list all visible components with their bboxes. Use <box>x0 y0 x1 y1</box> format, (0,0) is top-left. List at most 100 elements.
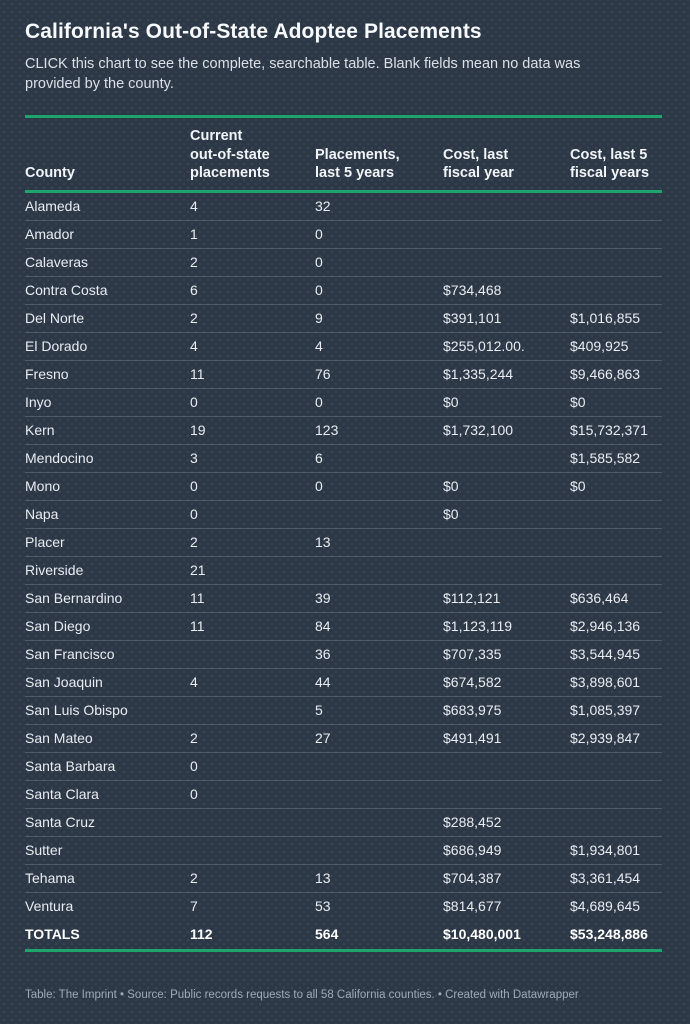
table-row: San Francisco 36 $707,335 $3,544,945 <box>25 639 662 669</box>
cell-current <box>190 835 315 865</box>
table-row: Ventura 7 53 $814,677 $4,689,645 <box>25 891 662 920</box>
cell-cost-last-fy: $683,975 <box>443 695 570 725</box>
cell-placements-5yr: 0 <box>315 275 443 305</box>
cell-cost-last-fy <box>443 443 570 473</box>
cell-current: 21 <box>190 555 315 585</box>
cell-cost-last-5fy: $3,361,454 <box>570 863 662 893</box>
cell-county: Riverside <box>25 555 190 585</box>
totals-row: TOTALS 112 564 $10,480,001 $53,248,886 <box>25 919 662 952</box>
cell-current: 2 <box>190 863 315 893</box>
cell-current: 1 <box>190 219 315 249</box>
cell-cost-last-5fy: $0 <box>570 387 662 417</box>
cell-cost-last-fy: $288,452 <box>443 807 570 837</box>
cell-cost-last-5fy <box>570 275 662 305</box>
table-row: Napa 0 $0 <box>25 499 662 529</box>
cell-cost-last-5fy: $1,934,801 <box>570 835 662 865</box>
table-row: Santa Clara 0 <box>25 779 662 809</box>
cell-county: Del Norte <box>25 303 190 333</box>
cell-current: 3 <box>190 443 315 473</box>
cell-county: Mendocino <box>25 443 190 473</box>
cell-cost-last-5fy: $0 <box>570 471 662 501</box>
cell-county: San Francisco <box>25 639 190 669</box>
cell-current: 2 <box>190 247 315 277</box>
cell-county: Napa <box>25 499 190 529</box>
adoptee-placements-table[interactable]: County Current out-of-state placements P… <box>25 115 662 952</box>
cell-cost-last-5fy <box>570 779 662 809</box>
cell-placements-5yr: 76 <box>315 359 443 389</box>
cell-current: 4 <box>190 667 315 697</box>
table-row: Santa Barbara 0 <box>25 751 662 781</box>
cell-cost-last-fy: $1,123,119 <box>443 611 570 641</box>
cell-placements-5yr: 84 <box>315 611 443 641</box>
cell-cost-last-fy <box>443 219 570 249</box>
cell-cost-last-5fy: $9,466,863 <box>570 359 662 389</box>
cell-county: San Luis Obispo <box>25 695 190 725</box>
cell-placements-5yr: 0 <box>315 247 443 277</box>
cell-cost-last-5fy <box>570 219 662 249</box>
cell-cost-last-fy: $0 <box>443 387 570 417</box>
cell-county: Mono <box>25 471 190 501</box>
table-row: Kern 19 123 $1,732,100 $15,732,371 <box>25 415 662 445</box>
totals-placements-5yr: 564 <box>315 919 443 952</box>
totals-cost-last-fy: $10,480,001 <box>443 919 570 952</box>
table-row: Del Norte 2 9 $391,101 $1,016,855 <box>25 303 662 333</box>
column-header-county: County <box>25 115 190 193</box>
table-row: San Luis Obispo 5 $683,975 $1,085,397 <box>25 695 662 725</box>
cell-cost-last-fy: $0 <box>443 499 570 529</box>
cell-cost-last-5fy <box>570 807 662 837</box>
table-row: Sutter $686,949 $1,934,801 <box>25 835 662 865</box>
cell-current: 19 <box>190 415 315 445</box>
cell-cost-last-5fy: $3,898,601 <box>570 667 662 697</box>
cell-cost-last-5fy: $1,585,582 <box>570 443 662 473</box>
table-row: San Bernardino 11 39 $112,121 $636,464 <box>25 583 662 613</box>
cell-placements-5yr: 44 <box>315 667 443 697</box>
cell-county: Kern <box>25 415 190 445</box>
cell-cost-last-fy: $707,335 <box>443 639 570 669</box>
cell-current: 11 <box>190 359 315 389</box>
cell-placements-5yr <box>315 779 443 809</box>
cell-county: Santa Clara <box>25 779 190 809</box>
cell-cost-last-fy: $814,677 <box>443 891 570 920</box>
cell-county: Placer <box>25 527 190 557</box>
cell-current: 4 <box>190 197 198 214</box>
table-row: Mendocino 3 6 $1,585,582 <box>25 443 662 473</box>
cell-county: Contra Costa <box>25 275 190 305</box>
cell-current: 6 <box>190 275 315 305</box>
cell-placements-5yr: 27 <box>315 723 443 753</box>
column-header-current: Current out-of-state placements <box>190 115 315 193</box>
cell-county: Ventura <box>25 891 190 920</box>
cell-placements-5yr: 39 <box>315 583 443 613</box>
cell-cost-last-fy <box>443 751 570 781</box>
cell-current: 11 <box>190 611 315 641</box>
cell-current: 7 <box>190 891 315 920</box>
cell-cost-last-5fy <box>570 247 662 277</box>
chart-subtitle: CLICK this chart to see the complete, se… <box>25 56 581 93</box>
totals-current: 112 <box>190 919 315 952</box>
column-header-cost-last-5fy: Cost, last 5 fiscal years <box>570 115 662 193</box>
table-row: El Dorado 4 4 $255,012.00. $409,925 <box>25 331 662 361</box>
cell-county: San Joaquin <box>25 667 190 697</box>
cell-county: Sutter <box>25 835 190 865</box>
cell-cost-last-fy: $255,012.00. <box>443 331 570 361</box>
cell-cost-last-fy: $734,468 <box>443 275 570 305</box>
cell-current: 2 <box>190 303 315 333</box>
cell-county: San Diego <box>25 611 190 641</box>
cell-cost-last-fy <box>443 555 570 585</box>
cell-current <box>190 807 315 837</box>
cell-current: 2 <box>190 723 315 753</box>
cell-cost-last-5fy <box>570 527 662 557</box>
cell-current: 0 <box>190 779 315 809</box>
cell-placements-5yr: 36 <box>315 639 443 669</box>
cell-cost-last-5fy: $4,689,645 <box>570 891 662 920</box>
cell-placements-5yr: 5 <box>315 695 443 725</box>
totals-label: TOTALS <box>25 919 190 952</box>
cell-placements-5yr: 32 <box>315 197 331 214</box>
cell-placements-5yr: 13 <box>315 863 443 893</box>
cell-cost-last-5fy <box>570 751 662 781</box>
table-body: Alameda 4 32 Amador 1 0 Calaveras 2 0 Co… <box>25 191 662 920</box>
table-row: Alameda 4 32 <box>25 191 662 220</box>
cell-county: Alameda <box>25 197 81 214</box>
attribution-footer: Table: The Imprint • Source: Public reco… <box>25 988 579 1001</box>
cell-placements-5yr <box>315 499 443 529</box>
